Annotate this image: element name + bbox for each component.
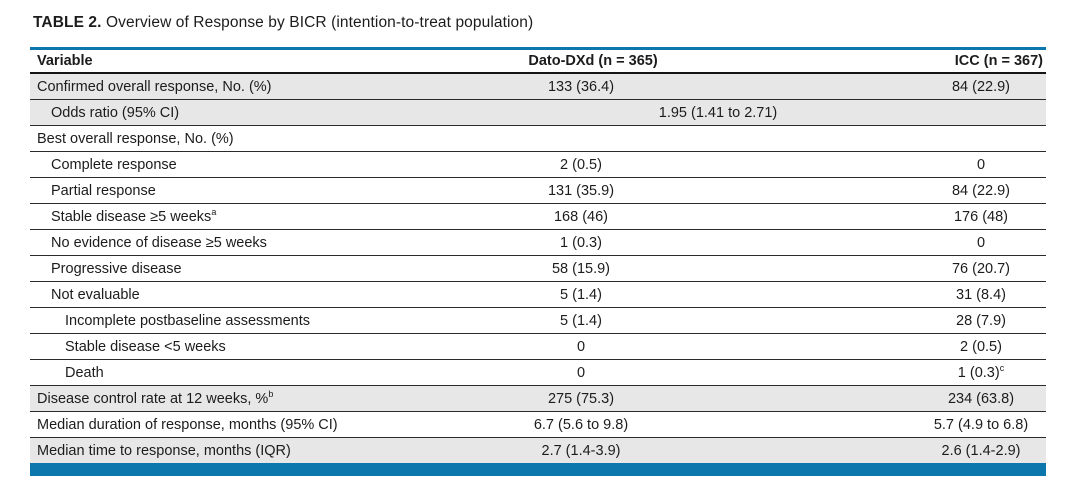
row-variable-label: Stable disease ≥5 weeksa (30, 203, 390, 230)
table-row: Death 0 1 (0.3)c (30, 359, 1046, 386)
row-icc-value: 31 (8.4) (916, 281, 1046, 308)
table-title-text: Overview of Response by BICR (intention-… (105, 14, 534, 31)
table-row: Stable disease ≥5 weeksa 168 (46) 176 (48) (30, 203, 1046, 230)
row-dato-dxd-value: 5 (1.4) (390, 281, 772, 308)
row-spanning-value: 1.95 (1.41 to 2.71) (390, 99, 1046, 126)
row-variable-label: Median time to response, months (IQR) (30, 437, 390, 463)
row-spacer-cell (772, 281, 916, 308)
row-spacer-cell (772, 125, 916, 152)
row-dato-dxd-value: 5 (1.4) (390, 307, 772, 334)
row-icc-value: 5.7 (4.9 to 6.8) (916, 411, 1046, 438)
row-icc-value: 84 (22.9) (916, 177, 1046, 204)
row-dato-dxd-value: 131 (35.9) (390, 177, 772, 204)
row-spacer-cell (772, 385, 916, 412)
table-row: Complete response 2 (0.5) 0 (30, 151, 1046, 178)
row-variable-label: Complete response (30, 151, 390, 178)
table-row: No evidence of disease ≥5 weeks 1 (0.3) 0 (30, 229, 1046, 256)
row-spacer-cell (772, 73, 916, 100)
table-row: Not evaluable 5 (1.4) 31 (8.4) (30, 281, 1046, 308)
table-row: Partial response 131 (35.9) 84 (22.9) (30, 177, 1046, 204)
row-variable-label: Incomplete postbaseline assessments (30, 307, 390, 334)
column-header-variable: Variable (30, 50, 390, 74)
row-icc-value: 76 (20.7) (916, 255, 1046, 282)
row-icc-value (916, 125, 1046, 152)
row-spacer-cell (772, 203, 916, 230)
row-variable-label: Median duration of response, months (95%… (30, 411, 390, 438)
table-row: Median time to response, months (IQR) 2.7… (30, 437, 1046, 463)
row-dato-dxd-value: 2 (0.5) (390, 151, 772, 178)
row-spacer-cell (772, 411, 916, 438)
row-icc-value: 1 (0.3)c (916, 359, 1046, 386)
table-container: Variable Dato-DXd (n = 365) ICC (n = 367… (30, 47, 1046, 476)
row-dato-dxd-value: 133 (36.4) (390, 73, 772, 100)
row-variable-label: Partial response (30, 177, 390, 204)
row-spacer-cell (772, 437, 916, 463)
row-icc-value: 84 (22.9) (916, 73, 1046, 100)
row-icc-value: 0 (916, 151, 1046, 178)
paper-table-figure: TABLE 2. Overview of Response by BICR (i… (0, 13, 1068, 485)
table-row: Best overall response, No. (%) (30, 125, 1046, 152)
table-header: Variable Dato-DXd (n = 365) ICC (n = 367… (30, 50, 1046, 74)
table-row: Progressive disease 58 (15.9) 76 (20.7) (30, 255, 1046, 282)
response-table: Variable Dato-DXd (n = 365) ICC (n = 367… (30, 50, 1046, 463)
row-variable-label: Disease control rate at 12 weeks, %b (30, 385, 390, 412)
row-dato-dxd-value: 0 (390, 333, 772, 360)
row-variable-label: Best overall response, No. (%) (30, 125, 390, 152)
row-variable-label: Not evaluable (30, 281, 390, 308)
table-row: Disease control rate at 12 weeks, %b 275 … (30, 385, 1046, 412)
table-title-label: TABLE 2. (33, 14, 102, 31)
row-spacer-cell (772, 229, 916, 256)
row-dato-dxd-value: 2.7 (1.4-3.9) (390, 437, 772, 463)
row-variable-label: Odds ratio (95% CI) (30, 99, 390, 126)
row-icc-value: 2 (0.5) (916, 333, 1046, 360)
column-header-icc: ICC (n = 367) (916, 50, 1046, 74)
row-variable-label: Death (30, 359, 390, 386)
row-spacer-cell (772, 333, 916, 360)
row-icc-value: 234 (63.8) (916, 385, 1046, 412)
row-dato-dxd-value: 6.7 (5.6 to 9.8) (390, 411, 772, 438)
table-body: Confirmed overall response, No. (%) 133 (… (30, 73, 1046, 463)
row-dato-dxd-value: 275 (75.3) (390, 385, 772, 412)
row-spacer-cell (772, 307, 916, 334)
table-row: Incomplete postbaseline assessments 5 (1.… (30, 307, 1046, 334)
row-spacer-cell (772, 151, 916, 178)
row-spacer-cell (772, 255, 916, 282)
table-row: Stable disease <5 weeks 0 2 (0.5) (30, 333, 1046, 360)
row-icc-value: 176 (48) (916, 203, 1046, 230)
table-top-rule (30, 47, 1046, 50)
row-spacer-cell (772, 359, 916, 386)
row-spacer-cell (772, 177, 916, 204)
column-header-dato-dxd: Dato-DXd (n = 365) (390, 50, 772, 74)
row-icc-value: 0 (916, 229, 1046, 256)
row-icc-value: 2.6 (1.4-2.9) (916, 437, 1046, 463)
row-variable-label: Confirmed overall response, No. (%) (30, 73, 390, 100)
row-variable-label: Progressive disease (30, 255, 390, 282)
header-spacer-cell (772, 50, 916, 74)
row-dato-dxd-value: 1 (0.3) (390, 229, 772, 256)
table-row: Odds ratio (95% CI) 1.95 (1.41 to 2.71) (30, 99, 1046, 126)
row-dato-dxd-value: 58 (15.9) (390, 255, 772, 282)
row-variable-label: No evidence of disease ≥5 weeks (30, 229, 390, 256)
table-header-row: Variable Dato-DXd (n = 365) ICC (n = 367… (30, 50, 1046, 74)
row-dato-dxd-value: 0 (390, 359, 772, 386)
table-row: Confirmed overall response, No. (%) 133 (… (30, 73, 1046, 100)
row-dato-dxd-value (390, 125, 772, 152)
row-dato-dxd-value: 168 (46) (390, 203, 772, 230)
row-icc-value: 28 (7.9) (916, 307, 1046, 334)
table-row: Median duration of response, months (95%… (30, 411, 1046, 438)
table-bottom-rule (30, 463, 1046, 476)
row-variable-label: Stable disease <5 weeks (30, 333, 390, 360)
table-title: TABLE 2. Overview of Response by BICR (i… (33, 13, 1068, 32)
